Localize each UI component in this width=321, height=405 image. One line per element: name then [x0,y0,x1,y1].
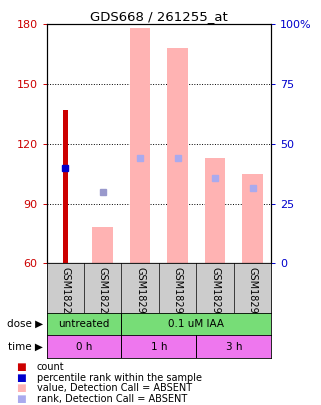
Text: ■: ■ [16,394,26,404]
Text: GSM18290: GSM18290 [135,267,145,320]
Title: GDS668 / 261255_at: GDS668 / 261255_at [90,10,228,23]
Text: GSM18228: GSM18228 [60,267,70,320]
Bar [242,174,263,263]
Text: 1 h: 1 h [151,342,167,352]
Text: value, Detection Call = ABSENT: value, Detection Call = ABSENT [37,384,192,393]
Text: 0.1 uM IAA: 0.1 uM IAA [168,319,224,329]
Bar [130,28,151,263]
Text: ■: ■ [16,384,26,393]
Text: GSM18291: GSM18291 [173,267,183,320]
Text: ■: ■ [16,362,26,372]
Text: rank, Detection Call = ABSENT: rank, Detection Call = ABSENT [37,394,187,404]
Bar [205,158,225,263]
Text: percentile rank within the sample: percentile rank within the sample [37,373,202,383]
Text: count: count [37,362,65,372]
Text: GSM18294: GSM18294 [210,267,220,320]
Text: 0 h: 0 h [76,342,92,352]
Text: GSM18229: GSM18229 [98,267,108,320]
Text: ■: ■ [16,373,26,383]
Text: 3 h: 3 h [226,342,242,352]
Bar [92,228,113,263]
Text: untreated: untreated [58,319,110,329]
Text: GSM18295: GSM18295 [247,267,257,320]
Bar [63,110,68,263]
Bar [167,48,188,263]
Text: time ▶: time ▶ [8,342,43,352]
Text: dose ▶: dose ▶ [7,319,43,329]
